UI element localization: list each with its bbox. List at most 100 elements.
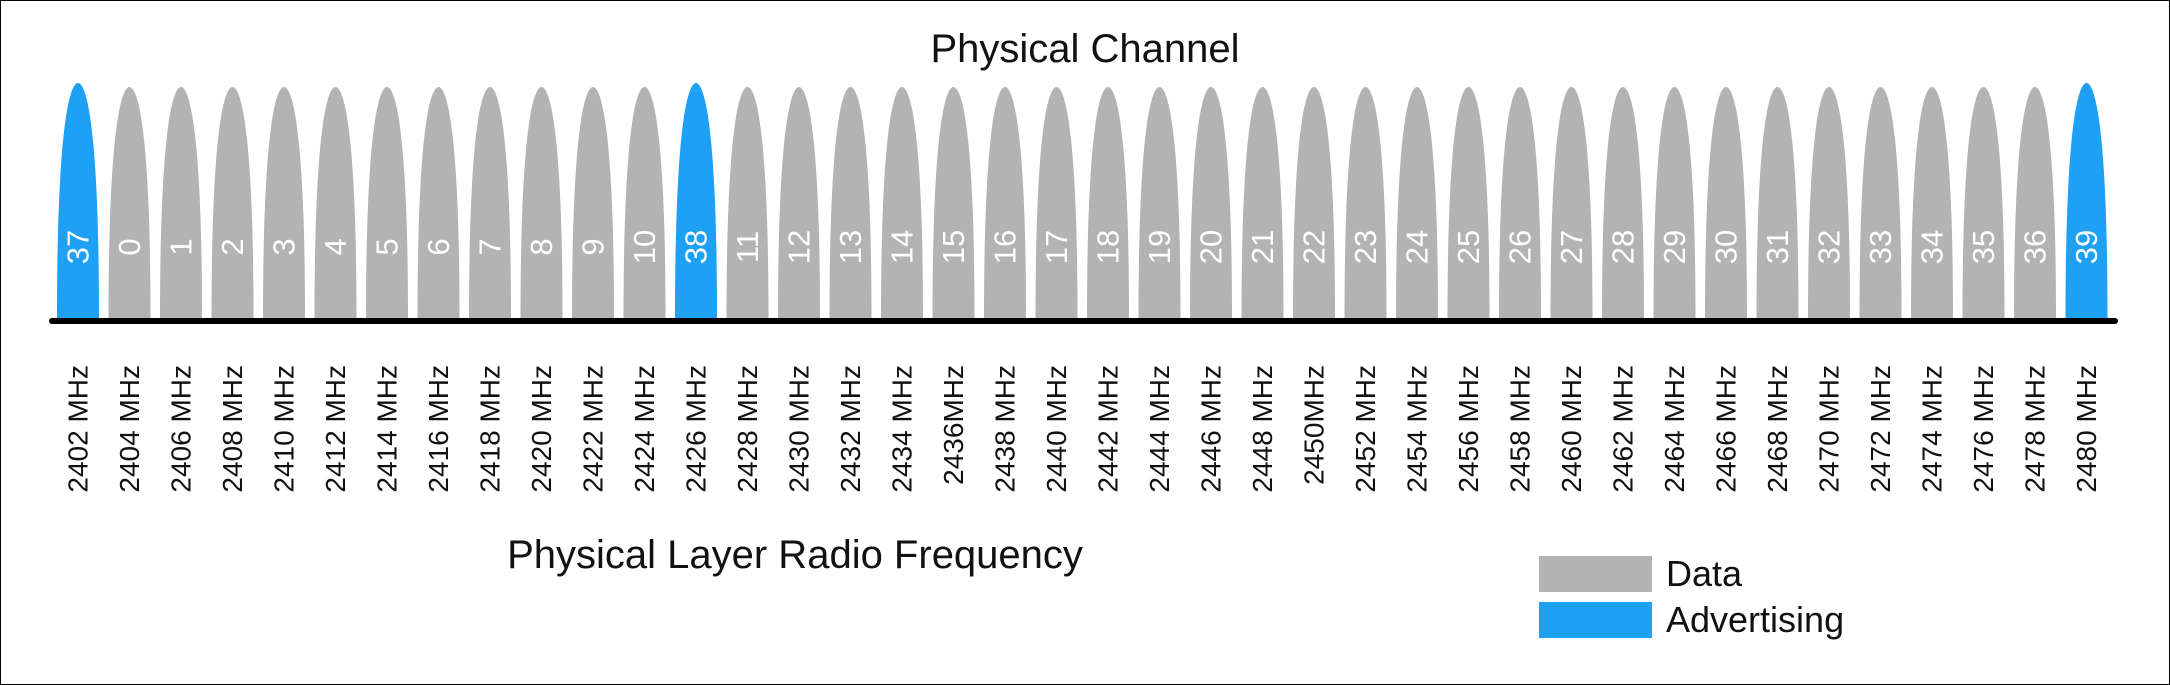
data-channel-lobe xyxy=(417,87,460,318)
channel-number: 31 xyxy=(1760,230,1795,264)
frequency-label: 2476 MHz xyxy=(1968,365,1999,493)
channel-number: 28 xyxy=(1606,230,1641,264)
channel-number: 34 xyxy=(1915,230,1950,264)
data-channel-lobe xyxy=(160,87,202,318)
data-channel-lobe xyxy=(1241,87,1284,318)
frequency-label: 2444 MHz xyxy=(1144,365,1175,493)
channel-number: 30 xyxy=(1709,230,1744,264)
data-channel-lobe xyxy=(469,87,511,318)
data-channel-lobe xyxy=(726,87,769,318)
data-channel-lobe xyxy=(1190,87,1232,318)
channel-number: 11 xyxy=(730,231,765,263)
data-channel-lobe xyxy=(1602,87,1644,318)
channel-number: 16 xyxy=(988,230,1023,264)
frequency-label: 2406 MHz xyxy=(166,365,197,493)
frequency-labels: 2402 MHz 2404 MHz 2406 MHz 2408 MHz 2410 MHz… xyxy=(63,365,2103,493)
physical-channel-title: Physical Channel xyxy=(930,27,1239,71)
frequency-label: 2416 MHz xyxy=(423,365,454,493)
data-channel-lobe xyxy=(520,87,563,318)
channel-number: 8 xyxy=(524,238,559,255)
frequency-label: 2456 MHz xyxy=(1453,365,1484,493)
data-channel-lobe xyxy=(1859,87,1902,318)
data-channel-lobe xyxy=(829,87,872,318)
radio-frequency-title: Physical Layer Radio Frequency xyxy=(507,533,1083,577)
frequency-label: 2454 MHz xyxy=(1402,365,1433,493)
channel-number: 22 xyxy=(1297,230,1332,264)
frequency-label: 2478 MHz xyxy=(2020,365,2051,493)
channel-number: 19 xyxy=(1142,230,1177,264)
channel-number: 35 xyxy=(1966,230,2001,264)
channel-number: 32 xyxy=(1812,230,1847,264)
data-channel-lobe xyxy=(1499,87,1541,318)
frequency-label: 2414 MHz xyxy=(372,365,403,493)
advertising-channel-lobe xyxy=(57,83,99,318)
frequency-label: 2404 MHz xyxy=(114,365,145,493)
channel-number: 7 xyxy=(473,238,508,255)
frequency-label: 2432 MHz xyxy=(835,365,866,493)
frequency-label: 2448 MHz xyxy=(1247,365,1278,493)
frequency-label: 2458 MHz xyxy=(1505,365,1536,493)
channel-number: 0 xyxy=(112,238,147,255)
legend-label-data: Data xyxy=(1666,553,1743,594)
frequency-label: 2418 MHz xyxy=(475,365,506,493)
data-channel-lobe xyxy=(623,87,666,318)
channel-number: 29 xyxy=(1657,230,1692,264)
frequency-label: 2436MHz xyxy=(938,365,969,485)
frequency-label: 2480 MHz xyxy=(2071,365,2102,493)
channel-number: 3 xyxy=(267,238,302,255)
frequency-label: 2474 MHz xyxy=(1917,365,1948,493)
channel-number: 25 xyxy=(1451,230,1486,264)
data-channel-lobe xyxy=(1756,87,1799,318)
channel-number: 24 xyxy=(1400,230,1435,264)
frequency-label: 2426 MHz xyxy=(681,365,712,493)
channel-number: 5 xyxy=(370,238,405,255)
legend-label-advertising: Advertising xyxy=(1666,599,1844,640)
data-channel-lobe xyxy=(1087,87,1129,318)
frequency-label: 2462 MHz xyxy=(1608,365,1639,493)
data-channel-lobe xyxy=(314,87,357,318)
data-channel-lobe xyxy=(1705,87,1747,318)
channel-number: 1 xyxy=(164,238,199,255)
frequency-label: 2440 MHz xyxy=(1041,365,1072,493)
channel-number: 9 xyxy=(576,238,611,255)
frequency-label: 2464 MHz xyxy=(1659,365,1690,493)
frequency-label: 2438 MHz xyxy=(990,365,1021,493)
data-channel-lobe xyxy=(366,87,408,318)
channel-number: 38 xyxy=(679,230,714,264)
advertising-channel-lobe xyxy=(675,83,717,318)
frequency-label: 2434 MHz xyxy=(887,365,918,493)
data-channel-lobe xyxy=(1138,87,1181,318)
channel-number: 27 xyxy=(1554,230,1589,264)
data-channel-lobe xyxy=(1550,87,1593,318)
channel-number: 4 xyxy=(318,238,353,255)
frequency-label: 2470 MHz xyxy=(1814,365,1845,493)
data-channel-lobe xyxy=(932,87,975,318)
frequency-label: 2460 MHz xyxy=(1556,365,1587,493)
data-channel-lobe xyxy=(1035,87,1078,318)
channel-number: 18 xyxy=(1091,230,1126,264)
frequency-label: 2452 MHz xyxy=(1350,365,1381,493)
channel-number: 37 xyxy=(61,230,96,264)
data-channel-lobe xyxy=(108,87,151,318)
frequency-label: 2472 MHz xyxy=(1865,365,1896,493)
frequency-label: 2450MHz xyxy=(1299,365,1330,485)
data-channel-lobe xyxy=(1447,87,1490,318)
data-channel-lobe xyxy=(1293,87,1335,318)
legend-swatch-advertising xyxy=(1539,602,1652,638)
data-channel-lobe xyxy=(1962,87,2005,318)
data-channel-lobe xyxy=(1344,87,1387,318)
data-channel-lobe xyxy=(1808,87,1850,318)
data-channel-lobe xyxy=(1653,87,1696,318)
data-channel-lobe xyxy=(211,87,254,318)
data-channel-lobe xyxy=(984,87,1026,318)
frequency-label: 2420 MHz xyxy=(526,365,557,493)
frequency-label: 2430 MHz xyxy=(784,365,815,493)
frequency-label: 2442 MHz xyxy=(1093,365,1124,493)
frequency-label: 2428 MHz xyxy=(732,365,763,493)
frequency-label: 2466 MHz xyxy=(1711,365,1742,493)
channel-number: 39 xyxy=(2069,230,2104,264)
data-channel-lobe xyxy=(572,87,614,318)
frequency-label: 2410 MHz xyxy=(269,365,300,493)
channel-number: 6 xyxy=(421,238,456,255)
